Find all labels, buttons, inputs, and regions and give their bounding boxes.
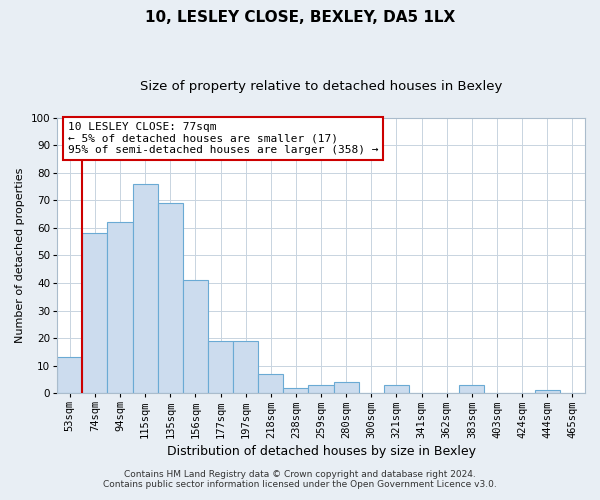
Bar bbox=[535, 390, 560, 393]
Bar bbox=[283, 388, 308, 393]
Text: 10, LESLEY CLOSE, BEXLEY, DA5 1LX: 10, LESLEY CLOSE, BEXLEY, DA5 1LX bbox=[145, 10, 455, 25]
Bar bbox=[133, 184, 158, 393]
Bar bbox=[208, 341, 233, 393]
Bar bbox=[258, 374, 283, 393]
Bar bbox=[82, 234, 107, 393]
Bar bbox=[57, 358, 82, 393]
Bar bbox=[460, 385, 484, 393]
Bar bbox=[384, 385, 409, 393]
Title: Size of property relative to detached houses in Bexley: Size of property relative to detached ho… bbox=[140, 80, 502, 93]
Bar bbox=[183, 280, 208, 393]
Text: 10 LESLEY CLOSE: 77sqm
← 5% of detached houses are smaller (17)
95% of semi-deta: 10 LESLEY CLOSE: 77sqm ← 5% of detached … bbox=[68, 122, 378, 155]
Text: Contains HM Land Registry data © Crown copyright and database right 2024.
Contai: Contains HM Land Registry data © Crown c… bbox=[103, 470, 497, 489]
X-axis label: Distribution of detached houses by size in Bexley: Distribution of detached houses by size … bbox=[167, 444, 476, 458]
Bar bbox=[158, 203, 183, 393]
Bar bbox=[334, 382, 359, 393]
Bar bbox=[107, 222, 133, 393]
Bar bbox=[308, 385, 334, 393]
Bar bbox=[233, 341, 258, 393]
Y-axis label: Number of detached properties: Number of detached properties bbox=[15, 168, 25, 343]
